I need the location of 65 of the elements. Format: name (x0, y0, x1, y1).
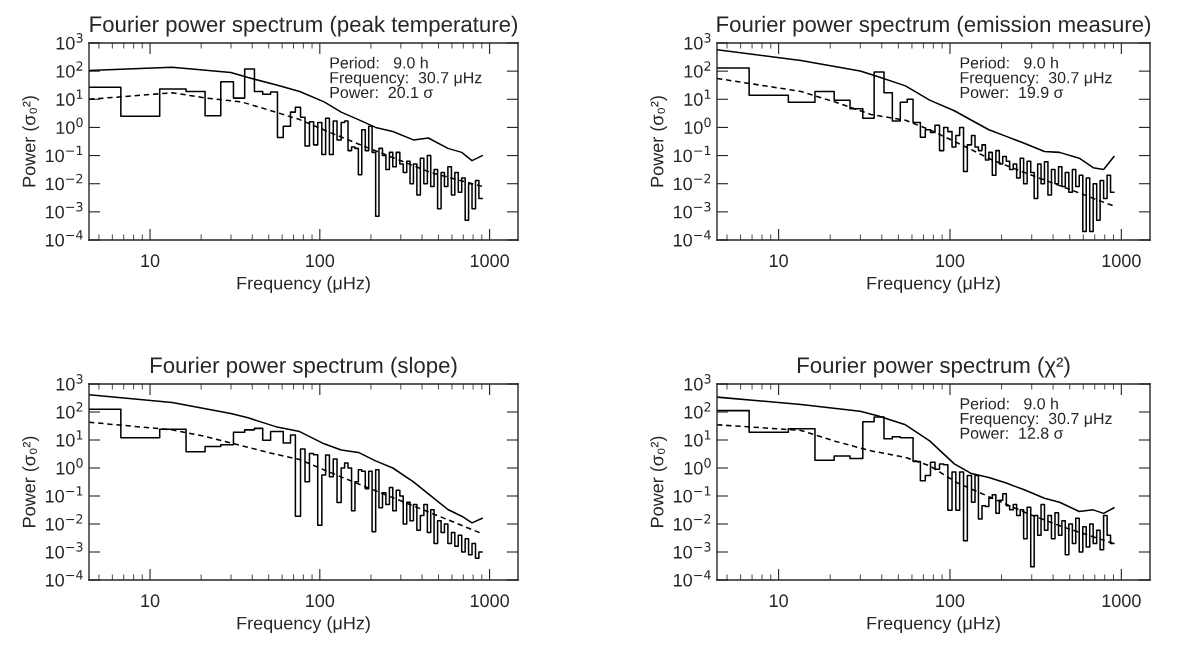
annotation: Frequency: 30.7 μHz (330, 71, 482, 87)
y-axis-title: Power (σ₀²) (22, 96, 40, 187)
y-tick-label: 10$^{2}$ (56, 61, 83, 78)
x-tick-label: 100 (306, 594, 335, 608)
y-tick-label: 10$^{3}$ (56, 33, 83, 50)
x-axis-title: Frequency (μHz) (867, 616, 1000, 634)
y-tick-label: 10$^{−3}$ (673, 542, 711, 559)
y-tick-label: 10$^{3}$ (684, 374, 711, 391)
y-tick-label: 10$^{−4}$ (45, 230, 83, 247)
chart-title: Fourier power spectrum (peak temperature) (90, 15, 518, 37)
y-tick-label: 10$^{−1}$ (45, 486, 83, 503)
y-tick-label: 10$^{−2}$ (45, 173, 83, 191)
x-axis-title: Frequency (μHz) (237, 616, 370, 634)
x-tick-label: 10 (769, 594, 788, 608)
y-tick-label: 10$^{1}$ (56, 89, 83, 106)
y-tick-label: 10$^{0}$ (684, 117, 711, 135)
x-tick-label: 10 (141, 254, 160, 268)
chart-title: Fourier power spectrum (slope) (150, 356, 457, 378)
y-tick-label: 10$^{−3}$ (673, 201, 711, 219)
y-tick-label: 10$^{−2}$ (45, 514, 83, 531)
y-tick-label: 10$^{−3}$ (45, 201, 83, 219)
x-axis-title: Frequency (μHz) (237, 276, 370, 294)
x-tick-label: 1000 (1102, 594, 1141, 608)
y-tick-label: 10$^{2}$ (684, 402, 711, 419)
y-tick-label: 10$^{−1}$ (45, 145, 83, 163)
x-tick-label: 1000 (470, 594, 509, 608)
x-tick-label: 100 (936, 254, 965, 268)
annotation: Period: 9.0 h (330, 56, 428, 69)
annotation: Power: 20.1 σ (330, 86, 433, 99)
annotation: Frequency: 30.7 μHz (960, 412, 1112, 428)
y-tick-label: 10$^{3}$ (684, 33, 711, 50)
chart-title: Fourier power spectrum (χ²) (797, 356, 1070, 378)
y-axis-title: Power (σ₀²) (650, 436, 668, 527)
y-axis-title: Power (σ₀²) (650, 96, 668, 187)
x-tick-label: 1000 (470, 254, 509, 268)
y-tick-label: 10$^{−4}$ (45, 570, 83, 587)
y-tick-label: 10$^{−4}$ (673, 570, 711, 587)
annotation: Period: 9.0 h (960, 56, 1058, 69)
y-tick-label: 10$^{1}$ (684, 89, 711, 106)
y-tick-label: 10$^{1}$ (56, 430, 83, 447)
x-tick-label: 100 (306, 254, 335, 268)
annotation: Power: 19.9 σ (960, 86, 1064, 99)
y-tick-label: 10$^{0}$ (56, 117, 83, 135)
y-tick-label: 10$^{2}$ (684, 61, 711, 78)
y-tick-label: 10$^{2}$ (56, 402, 83, 419)
y-tick-label: 10$^{−4}$ (673, 230, 711, 247)
y-tick-label: 10$^{−3}$ (45, 542, 83, 559)
y-axis-title: Power (σ₀²) (22, 436, 40, 527)
y-tick-label: 10$^{−1}$ (673, 486, 711, 503)
x-tick-label: 10 (141, 594, 160, 608)
y-tick-label: 10$^{−2}$ (673, 173, 711, 191)
x-tick-label: 100 (936, 594, 965, 608)
y-tick-label: 10$^{3}$ (56, 374, 83, 391)
y-tick-label: 10$^{−2}$ (673, 514, 711, 531)
annotation: Frequency: 30.7 μHz (960, 71, 1112, 87)
y-tick-label: 10$^{0}$ (684, 458, 711, 475)
y-tick-label: 10$^{0}$ (56, 458, 83, 475)
annotation: Power: 12.8 σ (960, 427, 1064, 439)
x-axis-title: Frequency (μHz) (867, 276, 1000, 294)
x-tick-label: 10 (769, 254, 788, 268)
y-tick-label: 10$^{1}$ (684, 430, 711, 447)
y-tick-label: 10$^{−1}$ (673, 145, 711, 163)
chart-title: Fourier power spectrum (emission measure) (717, 15, 1151, 37)
x-tick-label: 1000 (1102, 254, 1141, 268)
annotation: Period: 9.0 h (960, 397, 1058, 410)
